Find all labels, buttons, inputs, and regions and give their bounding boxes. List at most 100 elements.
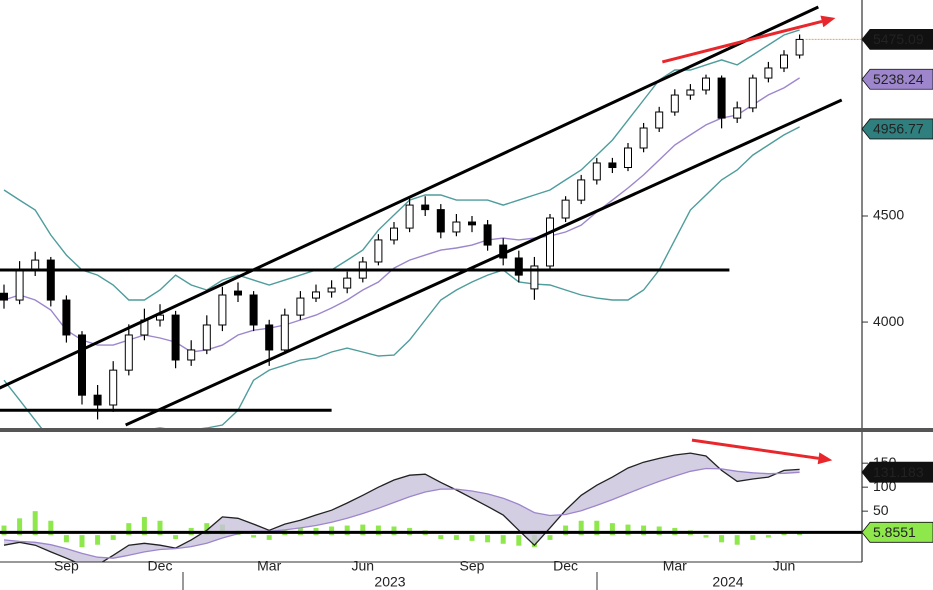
x-tick-label: Mar <box>257 558 281 574</box>
histogram-bar <box>563 525 569 536</box>
candle-body <box>530 265 539 290</box>
y-tick-label: 4500 <box>873 207 904 223</box>
candle-body <box>546 217 554 267</box>
macd-fill <box>4 453 800 562</box>
candle-body <box>468 221 476 226</box>
candle-body <box>0 292 8 301</box>
value-tag-label: 5475.09 <box>873 31 924 47</box>
candle-body <box>764 67 773 79</box>
candle-body <box>312 291 320 299</box>
candle-body <box>109 369 118 406</box>
candle-body <box>46 259 55 301</box>
histogram-bar <box>734 535 740 545</box>
candle-body <box>780 54 788 69</box>
histogram-bar <box>765 535 771 538</box>
value-tag <box>861 68 933 90</box>
value-tag <box>861 521 933 543</box>
x-tick-label: Jun <box>352 558 375 574</box>
candle-body <box>171 314 180 361</box>
candle-body <box>343 277 352 289</box>
histogram-bar <box>391 526 397 536</box>
candle-body <box>156 314 164 321</box>
histogram-bar <box>344 525 350 536</box>
candle-body <box>124 334 133 371</box>
candle-body <box>374 239 383 263</box>
candle-body <box>795 38 804 56</box>
candle-body <box>639 127 648 149</box>
histogram-bar <box>95 535 101 545</box>
candle-body <box>202 324 211 351</box>
histogram-bar <box>32 511 38 536</box>
value-tag-label: 4956.77 <box>873 121 924 137</box>
candle-body <box>405 204 414 229</box>
histogram-bar <box>719 535 725 543</box>
histogram-bar <box>469 535 475 541</box>
y-tick-label: 50 <box>873 502 889 518</box>
histogram-bar <box>110 535 116 540</box>
histogram-bar <box>750 535 756 540</box>
histogram-bar <box>453 535 459 540</box>
candle-body <box>514 257 523 276</box>
candle-body <box>218 294 227 326</box>
overlay-line <box>3 29 800 301</box>
histogram-bar <box>157 520 163 536</box>
candle-body <box>436 209 445 233</box>
histogram-bar <box>1 525 7 536</box>
candle-body <box>608 162 617 169</box>
histogram-bar <box>485 535 491 543</box>
histogram-bar <box>703 535 709 538</box>
candle-body <box>327 287 336 293</box>
candle-body <box>561 199 570 219</box>
histogram-bar <box>625 524 631 536</box>
overlay-line <box>3 77 800 353</box>
histogram-bar <box>329 526 335 536</box>
histogram-bar <box>141 516 147 536</box>
x-tick-label: Dec <box>553 558 578 574</box>
macd-line <box>3 467 800 559</box>
histogram-bar <box>375 525 381 536</box>
overlay-line <box>3 126 800 428</box>
year-label: 2024 <box>712 574 743 590</box>
value-tag-label: 5238.24 <box>873 71 924 87</box>
y-tick-label: 4000 <box>873 313 904 329</box>
histogram-bar <box>266 535 272 540</box>
histogram-bar <box>641 525 647 536</box>
histogram-bar <box>63 535 69 543</box>
x-tick-label: Sep <box>54 558 79 574</box>
candle-body <box>483 224 492 246</box>
candle-body <box>234 290 242 296</box>
candle-body <box>280 314 289 351</box>
x-tick-label: Sep <box>460 558 485 574</box>
candle-body <box>702 77 710 91</box>
candle-body <box>733 107 742 119</box>
candle-body <box>624 147 632 169</box>
histogram-bar <box>656 526 662 536</box>
x-tick-label: Dec <box>148 558 173 574</box>
histogram-bar <box>438 535 444 539</box>
candle-body <box>93 394 102 406</box>
year-label: 2023 <box>374 574 405 590</box>
value-tag-label: 5.8551 <box>873 524 916 540</box>
histogram-bar <box>251 535 257 538</box>
candle-body <box>62 299 71 336</box>
trend-line <box>125 98 843 427</box>
candle-body <box>592 162 601 181</box>
value-tag <box>861 29 933 50</box>
x-tick-label: Jun <box>773 558 796 574</box>
histogram-bar <box>126 523 132 536</box>
histogram-bar <box>360 524 366 536</box>
histogram-bar <box>516 535 522 546</box>
candle-body <box>249 294 258 326</box>
macd-panel <box>0 452 862 562</box>
histogram-bar <box>578 520 584 536</box>
histogram-bar <box>17 518 23 536</box>
candle-body <box>670 94 679 113</box>
histogram-bar <box>547 535 553 540</box>
candle-body <box>577 179 586 201</box>
histogram-bar <box>204 523 210 536</box>
annotation-arrow <box>691 438 819 460</box>
histogram-bar <box>79 535 85 548</box>
